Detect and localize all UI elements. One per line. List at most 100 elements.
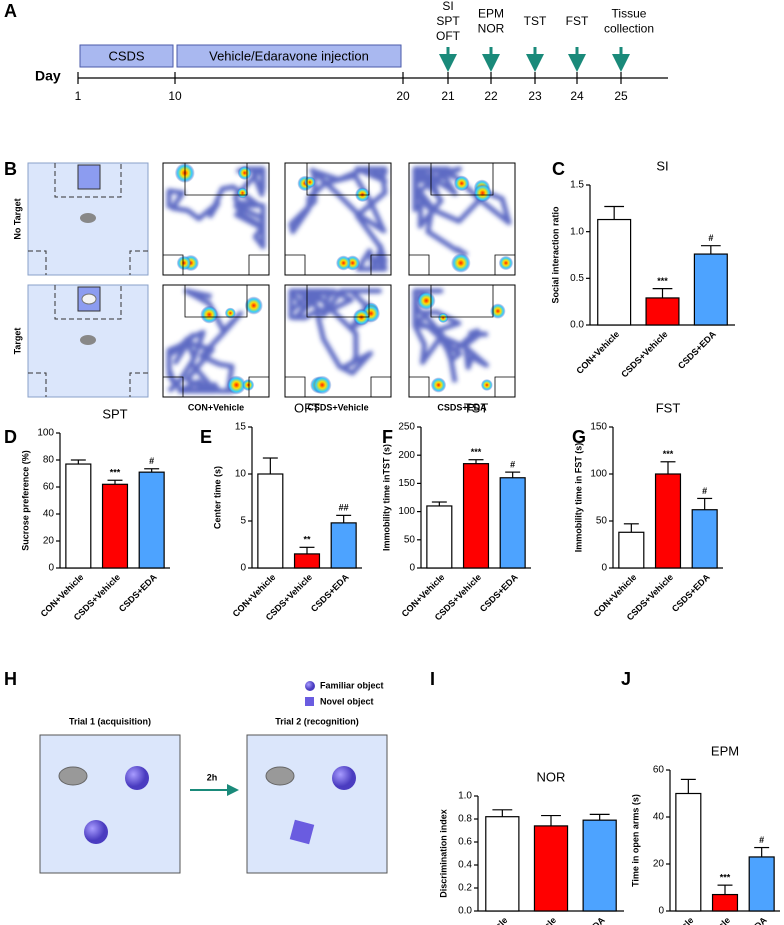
legend-label: Novel object: [320, 696, 374, 706]
hotspot: [244, 296, 263, 315]
mouse-icon: [265, 766, 295, 786]
y-tick-label: 20: [43, 536, 55, 547]
arena: [246, 734, 388, 874]
y-tick-label: 150: [398, 478, 415, 489]
tick-label: 1: [75, 89, 82, 103]
target-cage: [77, 164, 101, 190]
bar: [65, 463, 92, 569]
y-tick-label: 100: [590, 469, 607, 480]
heatmap: [284, 162, 392, 276]
y-tick-label: 0.5: [570, 273, 584, 284]
mouse-icon: [58, 766, 88, 786]
x-tick-label: CSDS+EDA: [478, 572, 520, 614]
hotspot: [237, 165, 252, 180]
panel-label: J: [621, 669, 631, 689]
tick-label: 24: [570, 89, 584, 103]
zone-lines: [285, 285, 391, 397]
hotspot: [453, 175, 470, 192]
legend-label: Familiar object: [320, 680, 384, 690]
track: [166, 166, 266, 250]
y-axis-label: Sucrose preference (%): [20, 450, 30, 551]
event-label: EPM: [478, 7, 504, 21]
bar: [138, 471, 165, 569]
y-tick-label: 40: [653, 812, 665, 823]
chart-title: EPM: [711, 743, 739, 758]
y-tick-label: 15: [235, 422, 247, 433]
heatmap: [162, 162, 270, 276]
panel-label: I: [430, 669, 435, 689]
y-tick-label: 250: [398, 422, 415, 433]
x-tick-label: CSDS+EDA: [117, 572, 159, 614]
significance-label: ##: [339, 503, 349, 513]
zone-lines: [28, 163, 148, 275]
y-tick-label: 1.0: [570, 226, 584, 237]
y-axis-label: Center time (s): [212, 466, 222, 529]
hotspot: [490, 303, 506, 319]
event-label: SPT: [436, 14, 460, 28]
familiar-object: [84, 820, 108, 844]
y-tick-label: 0.4: [458, 860, 472, 871]
heatmap: [162, 284, 270, 398]
y-tick-label: 0: [601, 563, 607, 574]
significance-label: ***: [663, 449, 674, 459]
hotspot: [336, 255, 352, 271]
track: [412, 166, 512, 257]
y-tick-label: 0: [658, 906, 664, 917]
y-axis-label: Time in open arms (s): [630, 794, 640, 887]
hotspot: [430, 377, 447, 393]
y-tick-label: 80: [43, 455, 55, 466]
bar: [654, 473, 682, 569]
chart-title: FST: [656, 400, 681, 415]
track: [288, 288, 382, 376]
hotspot: [242, 379, 255, 391]
bar: [618, 531, 645, 569]
zone-lines: [163, 163, 269, 275]
tick-label: 22: [484, 89, 498, 103]
y-axis-label: Immobility time inTST (s): [381, 444, 391, 551]
bar: [748, 856, 775, 912]
target-mouse: [81, 293, 97, 305]
novel-object: [289, 819, 315, 845]
y-tick-label: 100: [398, 506, 415, 517]
y-tick-label: 0.0: [570, 320, 584, 331]
y-tick-label: 50: [596, 516, 608, 527]
y-tick-label: 100: [37, 428, 54, 439]
hotspot: [304, 176, 316, 188]
tick-label: 20: [396, 89, 410, 103]
y-tick-label: 20: [653, 859, 665, 870]
y-tick-label: 10: [235, 469, 247, 480]
y-tick-label: 60: [43, 482, 55, 493]
x-tick-label: CSDS+EDA: [670, 572, 712, 614]
significance-label: ***: [110, 468, 121, 478]
panel-label: E: [200, 427, 212, 447]
y-tick-label: 0: [409, 563, 415, 574]
x-tick-label: CON+Vehicle: [649, 915, 696, 925]
hotspot: [224, 307, 236, 319]
hotspot: [312, 375, 332, 395]
row-label: Target: [12, 328, 22, 355]
panel-label: D: [4, 427, 17, 447]
hotspot: [226, 375, 246, 395]
hotspot: [451, 253, 471, 273]
heatmap: [284, 284, 392, 398]
y-tick-label: 0: [240, 563, 246, 574]
hotspot: [437, 312, 449, 324]
bar: [499, 477, 526, 569]
bar: [711, 893, 739, 912]
tick-label: 23: [528, 89, 542, 103]
column-label: CSDS+Vehicle: [307, 402, 368, 412]
chart-title: TST: [464, 400, 489, 415]
familiar-object: [332, 766, 356, 790]
y-axis-label: Discrimination index: [438, 809, 448, 898]
chart-title: NOR: [537, 769, 566, 784]
x-tick-label: CSDS+Vehicle: [508, 915, 558, 925]
axis-label: Day: [35, 68, 61, 84]
tick-label: 10: [168, 89, 182, 103]
mouse-icon: [80, 335, 96, 345]
event-label: FST: [566, 14, 589, 28]
event-label: TST: [524, 14, 547, 28]
significance-label: #: [510, 459, 515, 469]
zone-lines: [285, 163, 391, 275]
phase-bar: [176, 44, 402, 68]
bar: [675, 792, 702, 912]
